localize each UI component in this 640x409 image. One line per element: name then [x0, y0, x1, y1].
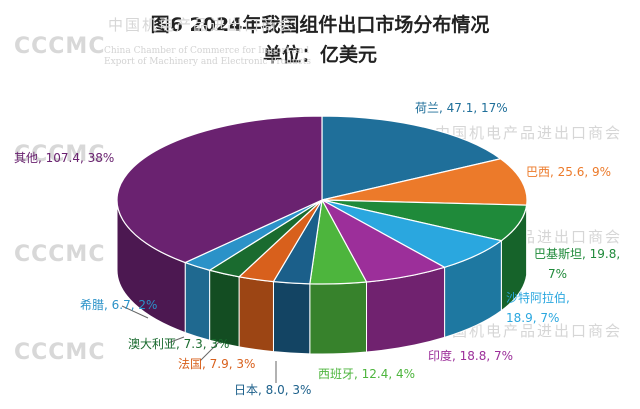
chart-subtitle: 单位：亿美元 — [262, 44, 377, 66]
slice-荷兰-label: 荷兰, 47.1, 17% — [415, 101, 508, 115]
slice-巴西-label: 巴西, 25.6, 9% — [526, 165, 611, 179]
slice-澳大利亚-label: 澳大利亚, 7.3, 3% — [128, 337, 229, 351]
slice-日本-label: 日本, 8.0, 3% — [234, 383, 311, 397]
slice-希腊-side — [184, 261, 211, 341]
watermark-logo: CCCMC — [14, 242, 106, 267]
slice-沙特阿拉伯-label: 沙特阿拉伯, — [506, 290, 570, 305]
slice-印度-label: 印度, 18.8, 7% — [428, 348, 513, 363]
watermark-logo: CCCMC — [14, 34, 106, 59]
slice-其他-label: 其他, 107.4, 38% — [14, 151, 114, 165]
watermark-cn: 中国机电产品进出口商会 — [108, 16, 296, 34]
slice-西班牙-side — [309, 281, 368, 355]
slice-荷兰 — [321, 115, 502, 201]
slice-巴基斯坦-label: 巴基斯坦, 19.8, — [534, 247, 620, 261]
watermark-logo: CCCMC — [14, 340, 106, 365]
slice-日本-side — [272, 281, 311, 355]
watermark-cn: 中国机电产品进出口商会 — [435, 322, 623, 340]
slice-法国-side — [238, 276, 274, 353]
slice-希腊-label: 希腊, 6.7, 2% — [80, 297, 157, 312]
slice-巴西 — [321, 158, 528, 206]
slice-法国-leader-line — [199, 341, 220, 362]
watermark-logo: CCCMC — [14, 142, 106, 167]
slice-希腊-leader-line — [121, 305, 149, 319]
watermark-en: China Chamber of Commerce for Import and… — [104, 46, 312, 67]
slice-沙特阿拉伯-label: 18.9, 7% — [506, 311, 559, 325]
slice-西班牙-label: 西班牙, 12.4, 4% — [318, 367, 415, 381]
slice-其他 — [116, 115, 323, 264]
slice-澳大利亚-side — [209, 269, 240, 348]
slice-澳大利亚-leader-line — [167, 336, 185, 344]
watermark-cn: 中国机电产品进出口商会 — [435, 124, 623, 142]
slice-巴基斯坦-label: 7% — [548, 267, 567, 281]
slice-法国-label: 法国, 7.9, 3% — [178, 357, 255, 371]
chart-title: 图6 2024年我国组件出口市场分布情况 — [150, 14, 490, 36]
